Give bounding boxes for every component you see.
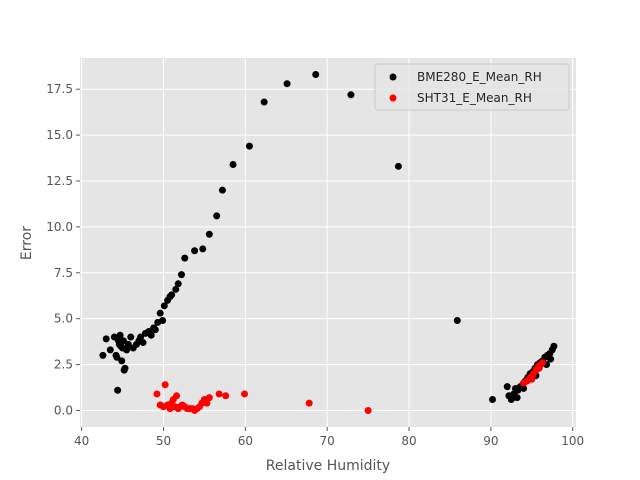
data-point-bme280	[213, 212, 221, 220]
data-point-bme280	[513, 394, 521, 402]
data-point-bme280	[99, 351, 107, 359]
y-tick-label: 15.0	[46, 128, 73, 142]
legend-label-bme280: BME280_E_Mean_RH	[417, 70, 542, 84]
data-point-sht31	[161, 381, 169, 389]
data-point-sht31	[203, 399, 211, 407]
x-tick-label: 100	[561, 434, 584, 448]
data-point-bme280	[507, 395, 515, 403]
data-point-sht31	[538, 359, 546, 367]
data-point-bme280	[102, 335, 110, 343]
x-tick-label: 60	[238, 434, 253, 448]
x-tick-label: 50	[156, 434, 171, 448]
data-point-bme280	[113, 353, 121, 361]
data-point-bme280	[116, 331, 124, 339]
data-point-bme280	[520, 384, 528, 392]
data-point-sht31	[305, 399, 313, 407]
legend: BME280_E_Mean_RH SHT31_E_Mean_RH	[374, 63, 570, 111]
y-axis-ticks: 0.0 2.5 5.0 7.5 10.0 12.5 15.0 17.5	[46, 82, 80, 417]
data-point-bme280	[394, 162, 402, 170]
data-point-sht31	[205, 394, 213, 402]
data-point-bme280	[547, 355, 555, 363]
data-point-bme280	[114, 386, 122, 394]
data-points	[99, 71, 558, 414]
data-point-sht31	[364, 406, 372, 414]
data-point-sht31	[153, 390, 161, 398]
legend-box	[374, 63, 570, 111]
data-point-bme280	[106, 346, 114, 354]
y-tick-label: 10.0	[46, 220, 73, 234]
data-point-bme280	[121, 364, 129, 372]
data-point-bme280	[245, 142, 253, 150]
data-point-bme280	[124, 340, 132, 348]
x-tick-label: 40	[74, 434, 89, 448]
data-point-bme280	[205, 230, 213, 238]
data-point-bme280	[172, 285, 180, 293]
x-axis-ticks: 40 50 60 70 80 90 100	[74, 427, 584, 448]
y-tick-label: 2.5	[54, 358, 73, 372]
data-point-bme280	[503, 383, 511, 391]
y-tick-label: 17.5	[46, 82, 73, 96]
data-point-sht31	[173, 392, 181, 400]
data-point-bme280	[156, 309, 164, 317]
data-point-bme280	[191, 247, 199, 255]
x-tick-label: 90	[483, 434, 498, 448]
y-tick-label: 5.0	[54, 312, 73, 326]
y-tick-label: 0.0	[54, 403, 73, 417]
data-point-bme280	[137, 333, 145, 341]
x-tick-label: 70	[320, 434, 335, 448]
data-point-bme280	[260, 98, 268, 106]
data-point-sht31	[215, 390, 223, 398]
data-point-bme280	[177, 271, 185, 279]
data-point-sht31	[241, 390, 249, 398]
y-tick-label: 12.5	[46, 174, 73, 188]
data-point-bme280	[283, 80, 291, 88]
data-point-bme280	[119, 337, 127, 345]
data-point-sht31	[222, 392, 230, 400]
data-point-bme280	[118, 357, 126, 365]
legend-marker-bme280	[389, 73, 397, 81]
data-point-bme280	[159, 317, 167, 325]
data-point-bme280	[127, 333, 135, 341]
data-point-bme280	[160, 302, 168, 310]
data-point-bme280	[489, 395, 497, 403]
y-tick-label: 7.5	[54, 266, 73, 280]
data-point-sht31	[535, 364, 543, 372]
data-point-bme280	[139, 339, 147, 347]
legend-label-sht31: SHT31_E_Mean_RH	[417, 91, 532, 105]
plot-area	[80, 58, 576, 427]
data-point-bme280	[199, 245, 207, 253]
grid-lines	[80, 58, 576, 427]
x-axis-label: Relative Humidity	[266, 458, 390, 474]
data-point-bme280	[147, 331, 155, 339]
data-point-bme280	[174, 280, 182, 288]
data-point-bme280	[453, 317, 461, 325]
data-point-bme280	[123, 346, 131, 354]
data-point-bme280	[181, 254, 189, 262]
legend-marker-sht31	[389, 94, 397, 102]
data-point-bme280	[218, 186, 226, 194]
data-point-bme280	[151, 326, 159, 334]
data-point-bme280	[168, 291, 176, 299]
x-tick-label: 80	[401, 434, 416, 448]
data-point-bme280	[550, 342, 558, 350]
data-point-sht31	[528, 375, 536, 383]
data-point-bme280	[312, 71, 320, 79]
data-point-bme280	[229, 160, 237, 168]
data-point-bme280	[347, 91, 355, 99]
y-axis-label: Error	[19, 226, 35, 260]
